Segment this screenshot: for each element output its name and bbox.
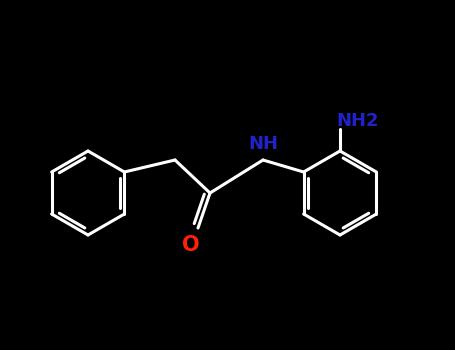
- Text: NH: NH: [248, 135, 278, 153]
- Text: O: O: [182, 235, 200, 255]
- Text: NH2: NH2: [337, 112, 379, 130]
